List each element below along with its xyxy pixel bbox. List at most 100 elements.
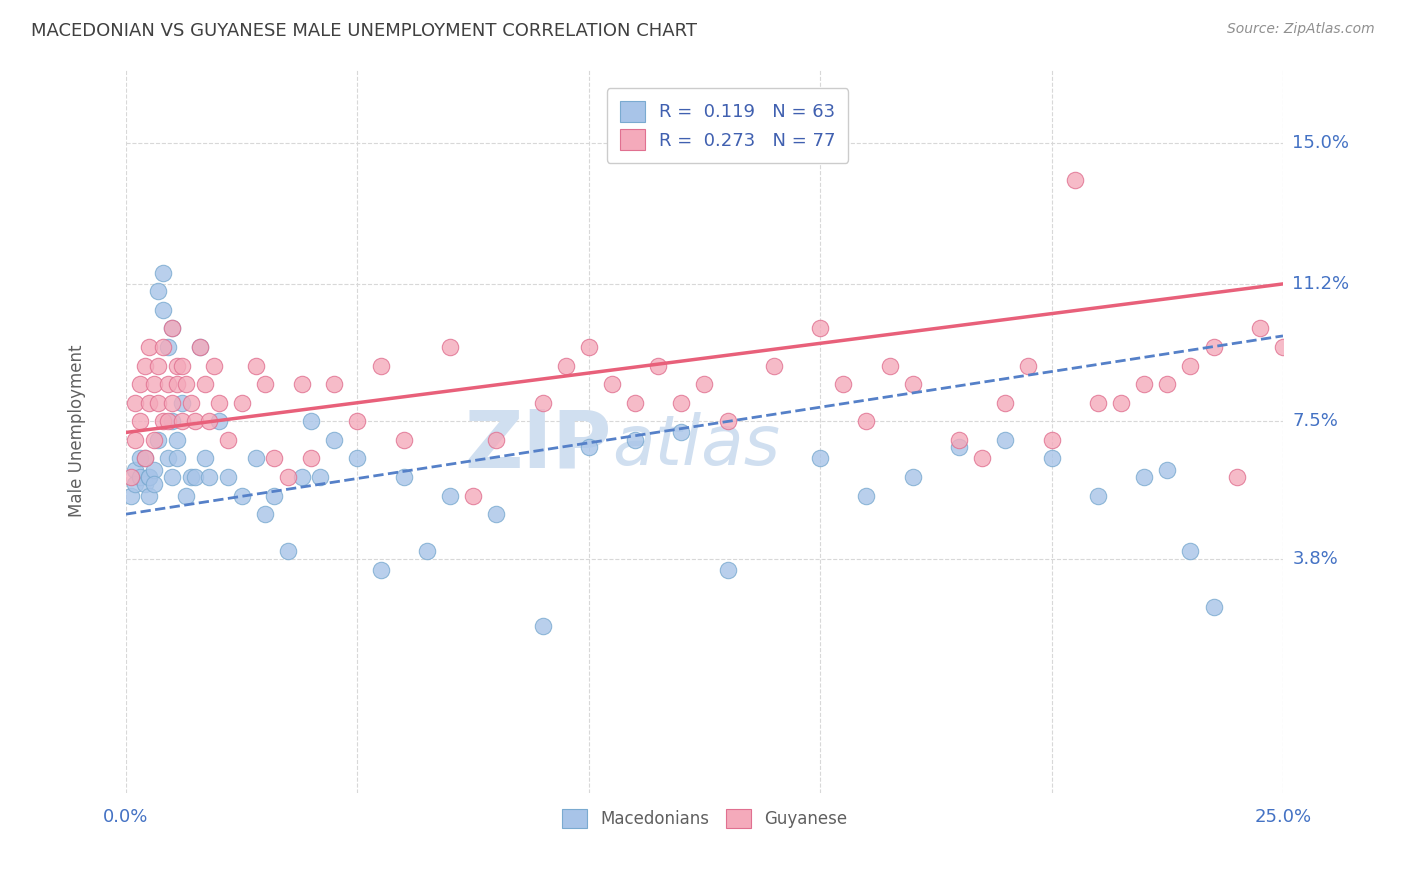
Point: [134, 477, 156, 491]
Point: [170, 414, 193, 428]
Point: [1063, 173, 1085, 187]
Point: [346, 414, 368, 428]
Point: [416, 544, 439, 558]
Point: [1017, 359, 1039, 373]
Point: [152, 266, 174, 280]
Point: [291, 470, 314, 484]
Point: [202, 359, 225, 373]
Point: [245, 451, 267, 466]
Point: [855, 489, 877, 503]
Point: [1040, 433, 1063, 447]
Point: [152, 302, 174, 317]
Point: [180, 395, 202, 409]
Point: [134, 451, 156, 466]
Point: [1156, 462, 1178, 476]
Point: [832, 377, 855, 392]
Point: [245, 359, 267, 373]
Point: [166, 433, 188, 447]
Point: [253, 507, 276, 521]
Point: [578, 440, 600, 454]
Point: [994, 395, 1017, 409]
Point: [531, 395, 554, 409]
Point: [124, 462, 146, 476]
Point: [148, 433, 170, 447]
Point: [972, 451, 994, 466]
Point: [717, 414, 740, 428]
Point: [138, 470, 160, 484]
Text: 11.2%: 11.2%: [1292, 275, 1350, 293]
Point: [309, 470, 332, 484]
Point: [1087, 489, 1109, 503]
Point: [162, 414, 184, 428]
Point: [166, 451, 188, 466]
Point: [207, 395, 229, 409]
Point: [554, 359, 576, 373]
Point: [263, 489, 285, 503]
Point: [323, 377, 346, 392]
Point: [142, 377, 165, 392]
Point: [808, 451, 831, 466]
Point: [188, 340, 211, 354]
Point: [128, 377, 150, 392]
Point: [855, 414, 877, 428]
Point: [231, 395, 253, 409]
Point: [1040, 451, 1063, 466]
Point: [198, 470, 221, 484]
Point: [291, 377, 314, 392]
Point: [138, 470, 160, 484]
Point: [194, 451, 217, 466]
Point: [1133, 377, 1156, 392]
Point: [194, 377, 217, 392]
Point: [166, 359, 188, 373]
Point: [994, 433, 1017, 447]
Point: [1180, 544, 1202, 558]
Point: [392, 433, 415, 447]
Point: [142, 433, 165, 447]
Point: [1180, 359, 1202, 373]
Point: [180, 470, 202, 484]
Point: [1202, 340, 1225, 354]
Text: Source: ZipAtlas.com: Source: ZipAtlas.com: [1227, 22, 1375, 37]
Point: [162, 321, 184, 335]
Point: [128, 451, 150, 466]
Point: [184, 470, 207, 484]
Point: [170, 359, 193, 373]
Text: 7.5%: 7.5%: [1292, 412, 1339, 430]
Point: [439, 489, 461, 503]
Text: 3.8%: 3.8%: [1292, 549, 1339, 567]
Point: [138, 489, 160, 503]
Point: [323, 433, 346, 447]
Text: 0.0%: 0.0%: [103, 807, 149, 825]
Point: [156, 340, 179, 354]
Point: [485, 433, 508, 447]
Point: [174, 489, 197, 503]
Point: [128, 470, 150, 484]
Point: [231, 489, 253, 503]
Point: [392, 470, 415, 484]
Text: ZIP: ZIP: [465, 406, 612, 484]
Point: [693, 377, 716, 392]
Point: [142, 462, 165, 476]
Point: [647, 359, 669, 373]
Point: [188, 340, 211, 354]
Point: [1133, 470, 1156, 484]
Point: [717, 563, 740, 577]
Point: [128, 414, 150, 428]
Point: [263, 451, 285, 466]
Point: [671, 425, 693, 440]
Point: [138, 340, 160, 354]
Point: [277, 470, 299, 484]
Point: [671, 395, 693, 409]
Point: [485, 507, 508, 521]
Text: atlas: atlas: [612, 411, 780, 479]
Point: [901, 377, 924, 392]
Point: [948, 440, 970, 454]
Point: [948, 433, 970, 447]
Point: [170, 395, 193, 409]
Point: [124, 395, 146, 409]
Text: 15.0%: 15.0%: [1292, 134, 1350, 152]
Point: [578, 340, 600, 354]
Point: [600, 377, 623, 392]
Text: MACEDONIAN VS GUYANESE MALE UNEMPLOYMENT CORRELATION CHART: MACEDONIAN VS GUYANESE MALE UNEMPLOYMENT…: [31, 22, 697, 40]
Point: [1087, 395, 1109, 409]
